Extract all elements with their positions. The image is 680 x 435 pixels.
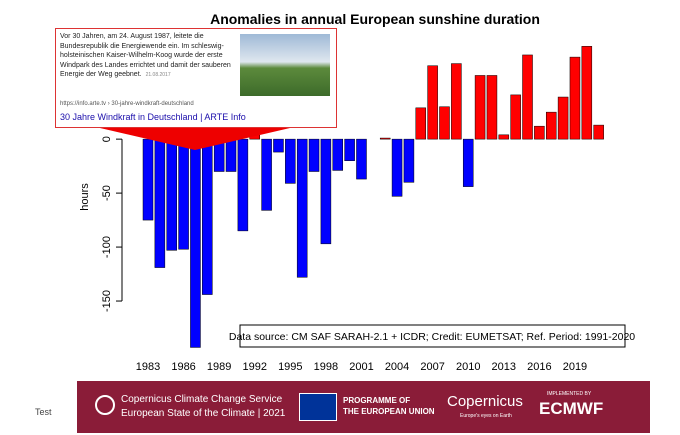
footer-tagline: Europe's eyes on Earth <box>460 413 512 419</box>
x-tick-label: 2019 <box>563 361 587 373</box>
bar <box>190 138 201 348</box>
bar <box>356 138 367 180</box>
footer-report: European State of the Climate | 2021 <box>121 408 286 419</box>
x-tick-label: 1983 <box>136 361 160 373</box>
y-tick-label: -100 <box>101 236 113 258</box>
chart: Anomalies in annual European sunshine du… <box>79 11 635 373</box>
bar <box>451 63 462 140</box>
x-tick-label: 2004 <box>385 361 409 373</box>
bar <box>285 138 296 184</box>
bar <box>261 138 272 211</box>
popup-line: holsteinischen Kaiser-Wilhelm-Koog wurde… <box>60 52 223 59</box>
bar <box>581 46 593 140</box>
bar <box>510 94 521 140</box>
arrow <box>100 128 290 150</box>
footer-eu2: THE EUROPEAN UNION <box>343 407 435 416</box>
footer-service: Copernicus Climate Change Service <box>121 394 283 405</box>
popup-text: Vor 30 Jahren, am 24. August 1987, leite… <box>60 32 238 81</box>
bar <box>344 138 355 161</box>
popup-image <box>240 34 330 96</box>
eu-flag <box>299 393 337 421</box>
bar <box>332 138 344 171</box>
x-tick-label: 2013 <box>492 361 516 373</box>
popup-link[interactable]: 30 Jahre Windkraft in Deutschland | ARTE… <box>60 112 246 122</box>
y-tick-label: -150 <box>101 290 113 312</box>
footer-eu1: PROGRAMME OF <box>343 396 411 405</box>
x-tick-label: 2016 <box>527 361 551 373</box>
bar <box>474 75 486 140</box>
bar <box>391 138 403 197</box>
bar <box>166 138 177 251</box>
bar <box>379 137 391 140</box>
side-label: Test <box>35 407 52 417</box>
bar <box>557 96 569 140</box>
bar <box>142 138 154 221</box>
bar <box>296 138 308 278</box>
bar <box>415 107 427 140</box>
x-tick-label: 2007 <box>420 361 444 373</box>
x-tick-label: 1995 <box>278 361 302 373</box>
bar <box>320 138 332 245</box>
bar <box>522 54 533 140</box>
logo <box>95 395 115 415</box>
bar <box>225 138 237 172</box>
popup-line: Vor 30 Jahren, am 24. August 1987, leite… <box>60 33 204 40</box>
bar <box>202 138 213 295</box>
footer-implemented: IMPLEMENTED BY <box>547 391 592 397</box>
search-popup[interactable]: Vor 30 Jahren, am 24. August 1987, leite… <box>55 28 337 128</box>
bar <box>403 138 415 183</box>
footer-banner: Copernicus Climate Change Service Europe… <box>77 381 650 433</box>
annotation: Data source: CM SAF SARAH-2.1 + ICDR; Cr… <box>229 331 635 343</box>
bar <box>308 138 320 172</box>
y-tick-label: -50 <box>101 185 113 201</box>
annotation-box <box>239 324 626 348</box>
x-tick-label: 1998 <box>314 361 338 373</box>
bar <box>545 111 557 140</box>
x-tick-label: 1992 <box>242 361 266 373</box>
y-axis-label: hours <box>79 183 91 211</box>
popup-line: Windpark des Landes errichtet und damit … <box>60 61 231 69</box>
bar <box>569 56 581 140</box>
footer-ecmwf: ECMWF <box>539 399 604 418</box>
bar <box>273 138 284 153</box>
bar <box>154 138 166 268</box>
bar <box>462 138 474 187</box>
bar <box>178 138 189 250</box>
bar <box>486 75 498 140</box>
x-tick-label: 2001 <box>349 361 373 373</box>
bar <box>498 134 510 140</box>
bar <box>427 65 438 140</box>
popup-line: Energie der Weg geebnet. 21.08.2017 <box>60 71 171 78</box>
footer-copernicus: Copernicus <box>447 393 523 410</box>
y-tick-label: 0 <box>101 136 113 142</box>
x-tick-label: 1989 <box>207 361 231 373</box>
bar <box>439 106 450 140</box>
bar <box>237 138 249 232</box>
x-tick-label: 2010 <box>456 361 480 373</box>
popup-line: Bundesrepublik die Energiewende ein. Im … <box>60 42 224 50</box>
chart-title: Anomalies in annual European sunshine du… <box>210 11 540 27</box>
popup-url: https://info.arte.tv › 30-jahre-windkraf… <box>60 101 194 107</box>
bar <box>534 125 545 140</box>
popup-date: 21.08.2017 <box>145 72 171 78</box>
bar <box>593 124 604 140</box>
x-tick-label: 1986 <box>171 361 195 373</box>
